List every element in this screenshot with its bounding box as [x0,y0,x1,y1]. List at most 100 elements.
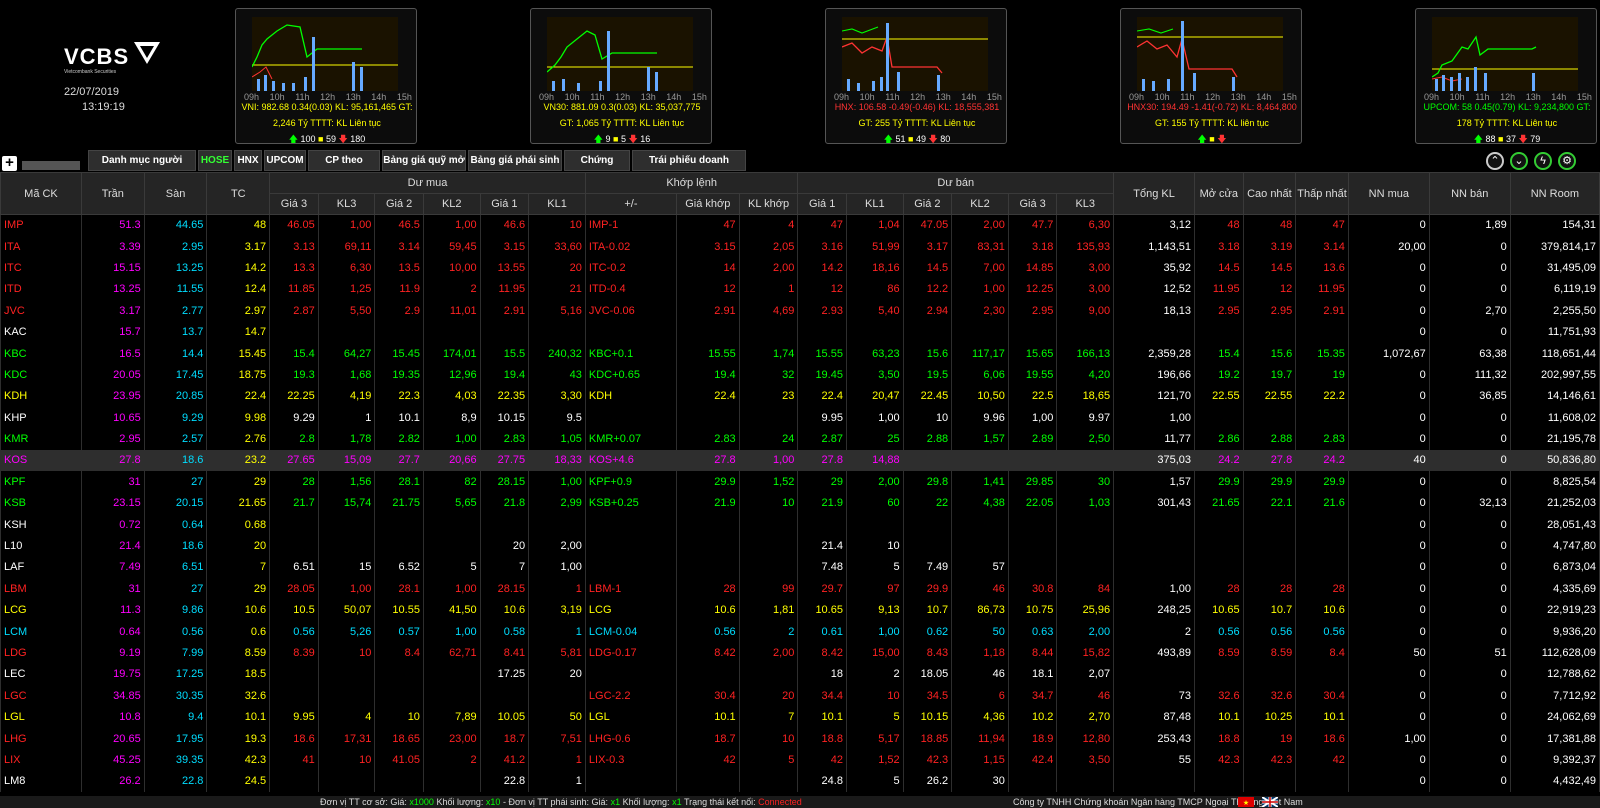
col-bid-vol-2[interactable]: KL2 [422,193,481,215]
cell-symbol[interactable]: LAF [0,556,82,579]
col-foreign-sell[interactable]: NN bán [1428,172,1511,215]
col-ask-price-2[interactable]: Giá 2 [902,193,953,215]
table-row[interactable]: KSH 0.72 0.64 0.68 0 0 28,051,43 [0,513,1600,536]
table-row[interactable]: LHG 20.65 17.95 19.3 18.6 17,31 18.65 23,00 18.7… [0,727,1600,750]
col-ask-price-1[interactable]: Giá 1 [797,193,847,215]
table-row[interactable]: KDC 20.05 17.45 18.75 19.3 1,68 19.35 12,96 19.4… [0,364,1600,386]
table-row[interactable]: KPF 31 27 29 28 1,56 28.1 82 28.15 1,00 KPF+0.9 29.… [0,471,1600,493]
cell-symbol[interactable]: ITA [0,235,82,258]
col-ask-vol-2[interactable]: KL2 [951,193,1009,215]
col-ask-vol-3[interactable]: KL3 [1056,193,1115,215]
cell-symbol[interactable]: ITC [0,257,82,279]
scroll-down-icon[interactable]: ⌄ [1510,152,1528,170]
index-card-hnx[interactable]: 09h 10h 11h 12h 13h 14h 15h HNX: 106.58 -0.49(… [825,8,1007,144]
table-row[interactable]: KMR 2.95 2.57 2.76 2.8 1,78 2.82 1,00 2.83 1,05 KM… [0,428,1600,450]
table-row[interactable]: LM8 26.2 22.8 24.5 22.8 1 24.8 5 26.2 30 0 0 4,432,4… [0,770,1600,793]
table-row[interactable]: LGL 10.8 9.4 10.1 9.95 4 10 7,89 10.05 50 LGL 10.1 7… [0,706,1600,728]
cell-symbol[interactable]: KDH [0,385,82,408]
table-row[interactable]: ITC 15.15 13.25 14.2 13.3 6,30 13.5 10,00 13.55 2… [0,257,1600,279]
index-card-vn30[interactable]: 09h 10h 11h 12h 13h 14h 15h VN30: 881.09 0.3(0… [530,8,712,144]
col-low[interactable]: Thấp nhất [1295,172,1349,215]
add-watchlist-icon[interactable]: + [2,155,17,171]
table-row[interactable]: KOS 27.8 18.6 23.2 27.65 15,09 27.7 20,66 27.75 1… [0,449,1600,472]
cell-symbol[interactable]: KOS [0,449,82,472]
cell-symbol[interactable]: KBC [0,342,82,365]
cell-symbol[interactable]: LCM [0,620,82,643]
col-total-volume[interactable]: Tổng KL [1113,172,1196,215]
col-foreign-buy[interactable]: NN mua [1347,172,1430,215]
col-bid-price-2[interactable]: Giá 2 [374,193,424,215]
table-row[interactable]: LAF 7.49 6.51 7 6.51 15 6.52 5 7 1,00 7.48 5 7.49 57 0… [0,556,1600,579]
table-row[interactable]: KHP 10.65 9.29 9.98 9.29 1 10.1 8,9 10.15 9.5 9.95… [0,407,1600,429]
table-row[interactable]: ITD 13.25 11.55 12.4 11.85 1,25 11.9 2 11.95 21 IT… [0,278,1600,301]
tab-sector[interactable]: CP theo ngành [308,150,380,185]
tab-hose[interactable]: HOSE [198,150,232,171]
tab-derivatives[interactable]: Bảng giá phái sinh [468,150,562,171]
cell-symbol[interactable]: KSB [0,492,82,514]
col-symbol[interactable]: Mã CK [0,172,82,215]
cell-symbol[interactable]: LHG [0,727,82,750]
index-card-hnx30[interactable]: 09h 10h 11h 12h 13h 14h 15h HNX30: 194.49 -1.4… [1120,8,1302,144]
table-row[interactable]: ITA 3.39 2.95 3.17 3.13 69,11 3.14 59,45 3.15 33,… [0,235,1600,258]
table-row[interactable]: LGC 34.85 30.35 32.6 LGC-2.2 30.4 20 34.4 10 34.5… [0,685,1600,707]
cell-symbol[interactable]: LCG [0,599,82,621]
table-row[interactable]: LBM 31 27 29 28.05 1,00 28.1 1,00 28.15 1 LBM-1 28 9… [0,578,1600,600]
tab-hnx[interactable]: HNX [234,150,262,171]
col-bid-price-1[interactable]: Giá 1 [479,193,530,215]
col-match-price[interactable]: Giá khớp [675,193,740,215]
table-row[interactable]: L10 21.4 18.6 20 20 2,00 21.4 10 0 0 4,747,80 [0,535,1600,557]
col-reference[interactable]: TC [206,172,271,215]
col-foreign-room[interactable]: NN Room [1509,172,1600,215]
index-card-upcom[interactable]: 09h 10h 11h 12h 13h 14h 15h UPCOM: 58 0.45(0.7… [1415,8,1597,144]
cell-symbol[interactable]: L10 [0,535,82,557]
cell-symbol[interactable]: KDC [0,364,82,386]
tab-warrants[interactable]: Chứng quyền [564,150,630,185]
table-row[interactable]: KDH 23.95 20.85 22.4 22.25 4,19 22.3 4,03 22.35 3… [0,385,1600,408]
uk-flag-icon[interactable] [1262,797,1278,807]
tab-corporate-bonds[interactable]: Trái phiếu doanh nghiệp [632,150,746,185]
cell-symbol[interactable]: LIX [0,749,82,771]
col-change[interactable]: +/- [584,193,677,215]
table-row[interactable]: LDG 9.19 7.99 8.59 8.39 10 8.4 62,71 8.41 5,81 LDG… [0,642,1600,664]
table-row[interactable]: KSB 23.15 20.15 21.65 21.7 15,74 21.75 5,65 21.8… [0,492,1600,514]
cell-symbol[interactable]: LDG [0,642,82,664]
table-row[interactable]: LIX 45.25 39.35 42.3 41 10 41.05 2 41.2 1 LIX-0.3 4… [0,749,1600,771]
col-ceiling[interactable]: Trần [80,172,145,215]
col-ask-vol-1[interactable]: KL1 [845,193,904,215]
col-bid-vol-3[interactable]: KL3 [317,193,376,215]
col-open[interactable]: Mở cửa [1194,172,1244,215]
col-match-volume[interactable]: KL khớp [738,193,799,215]
table-row[interactable]: LCM 0.64 0.56 0.6 0.56 5,26 0.57 1,00 0.58 1 LCM-0… [0,620,1600,643]
cell-symbol[interactable]: JVC [0,300,82,322]
cell-symbol[interactable]: KPF [0,471,82,493]
col-floor[interactable]: Sàn [143,172,208,215]
cell-symbol[interactable]: LGC [0,685,82,707]
col-high[interactable]: Cao nhất [1242,172,1297,215]
tab-upcom[interactable]: UPCOM [264,150,306,171]
table-row[interactable]: JVC 3.17 2.77 2.97 2.87 5,50 2.9 11,01 2.91 5,16 J… [0,300,1600,322]
flash-icon[interactable]: ϟ [1534,152,1552,170]
cell-symbol[interactable]: IMP [0,214,82,236]
col-bid-price-3[interactable]: Giá 3 [269,193,319,215]
cell-symbol[interactable]: LEC [0,663,82,686]
col-bid-vol-1[interactable]: KL1 [528,193,586,215]
settings-gear-icon[interactable]: ⚙ [1558,152,1576,170]
cell-symbol[interactable]: LGL [0,706,82,728]
cell-symbol[interactable]: LBM [0,578,82,600]
cell-symbol[interactable]: KMR [0,428,82,450]
table-row[interactable]: KAC 15.7 13.7 14.7 0 0 11,751,93 [0,321,1600,343]
cell-symbol[interactable]: ITD [0,278,82,301]
cell-symbol[interactable]: LM8 [0,770,82,793]
cell-symbol[interactable]: KAC [0,321,82,343]
index-card-vni[interactable]: 09h 10h 11h 12h 13h 14h 15h VNI: 982.68 0.34(0… [235,8,417,144]
cell-symbol[interactable]: KHP [0,407,82,429]
table-row[interactable]: KBC 16.5 14.4 15.45 15.4 64,27 15.45 174,01 15.5… [0,342,1600,365]
vietnam-flag-icon[interactable]: ★ [1238,797,1254,807]
cell-symbol[interactable]: KSH [0,513,82,536]
col-ask-price-3[interactable]: Giá 3 [1007,193,1058,215]
watchlist-selector[interactable] [22,161,80,170]
tab-watchlist[interactable]: Danh mục người dùng [88,150,196,185]
table-row[interactable]: IMP 51.3 44.65 48 46.05 1,00 46.5 1,00 46.6 10 IMP… [0,214,1600,236]
scroll-up-icon[interactable]: ⌃ [1486,152,1504,170]
table-row[interactable]: LCG 11.3 9.86 10.6 10.5 50,07 10.55 41,50 10.6 3,… [0,599,1600,621]
